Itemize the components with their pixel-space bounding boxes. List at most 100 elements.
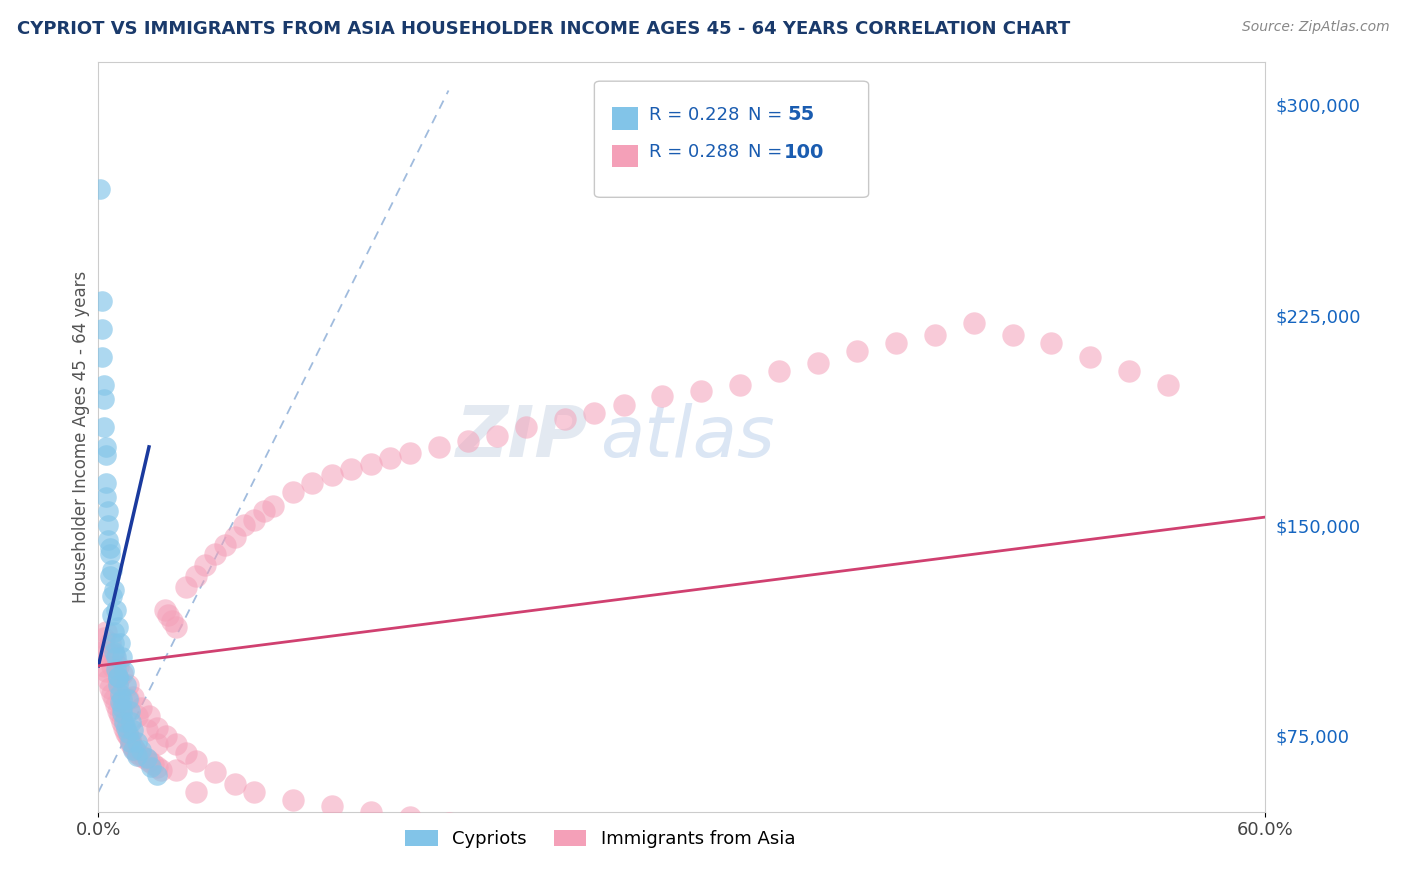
Point [768,364,790,378]
Text: CYPRIOT VS IMMIGRANTS FROM ASIA HOUSEHOLDER INCOME AGES 45 - 64 YEARS CORRELATIO: CYPRIOT VS IMMIGRANTS FROM ASIA HOUSEHOL… [17,20,1070,37]
Point [129,743,152,757]
Point [103,636,125,650]
Point [97,518,120,533]
Point [93,658,115,673]
Point [146,768,169,782]
Point [214,538,236,552]
Point [121,737,143,751]
Point [96,448,118,462]
Point [111,701,134,715]
Point [884,336,907,351]
Point [103,648,125,662]
Text: ZIP: ZIP [457,402,589,472]
Point [91,645,114,659]
Point [340,462,363,476]
Point [117,692,139,706]
Point [149,763,172,777]
Point [165,763,187,777]
Text: Source: ZipAtlas.com: Source: ZipAtlas.com [1241,20,1389,34]
Point [108,687,131,701]
Bar [612,145,637,168]
Point [174,580,197,594]
Point [107,704,129,718]
Point [91,293,114,308]
Point [1001,327,1024,342]
Point [104,662,127,676]
Point [129,701,152,715]
Point [398,810,420,824]
Point [136,723,159,738]
Point [108,636,131,650]
Point [1040,336,1063,351]
Point [103,582,125,597]
Point [554,412,576,426]
Point [1157,378,1180,392]
Point [118,734,141,748]
Point [134,751,156,765]
Point [281,793,304,807]
Point [104,650,127,665]
Point [107,619,129,633]
Point [924,327,946,342]
Point [111,667,134,681]
Point [112,721,135,735]
Point [174,746,197,760]
Point [360,805,382,819]
Point [97,504,120,518]
Point [91,322,114,336]
Point [118,731,141,746]
Point [96,491,118,505]
Point [122,690,145,704]
Point [155,729,177,743]
Point [427,440,450,454]
Point [162,614,184,628]
Point [486,428,509,442]
Point [107,670,129,684]
Text: atlas: atlas [600,402,775,472]
Point [184,785,207,799]
Text: N =: N = [748,144,783,161]
Point [184,754,207,768]
Point [104,602,127,616]
Point [1118,364,1140,378]
Point [96,440,118,454]
Point [122,723,145,738]
Point [118,704,141,718]
Text: R = 0.288: R = 0.288 [650,144,740,161]
Point [184,569,207,583]
Point [101,608,124,623]
Point [398,445,420,459]
Point [98,547,121,561]
Point [101,589,124,603]
Point [98,636,121,650]
Point [613,398,636,412]
Point [146,737,169,751]
Point [114,721,136,735]
Point [583,406,606,420]
Point [121,714,143,729]
Point [301,476,323,491]
Y-axis label: Householder Income Ages 45 - 64 years: Householder Income Ages 45 - 64 years [72,271,90,603]
Point [437,816,460,830]
Point [139,760,162,774]
Point [157,608,180,623]
Point [651,389,673,403]
Point [101,563,124,577]
Point [96,476,118,491]
Point [204,547,226,561]
Text: 55: 55 [787,105,814,124]
Point [97,533,120,547]
Point [111,650,134,665]
Point [1080,350,1102,364]
Point [103,645,125,659]
Point [129,748,152,763]
Point [321,799,343,814]
Point [117,692,139,706]
Point [253,504,276,518]
Point [112,665,135,679]
Point [117,729,139,743]
Point [107,678,129,692]
Point [224,530,246,544]
Point [91,350,114,364]
Point [243,513,266,527]
